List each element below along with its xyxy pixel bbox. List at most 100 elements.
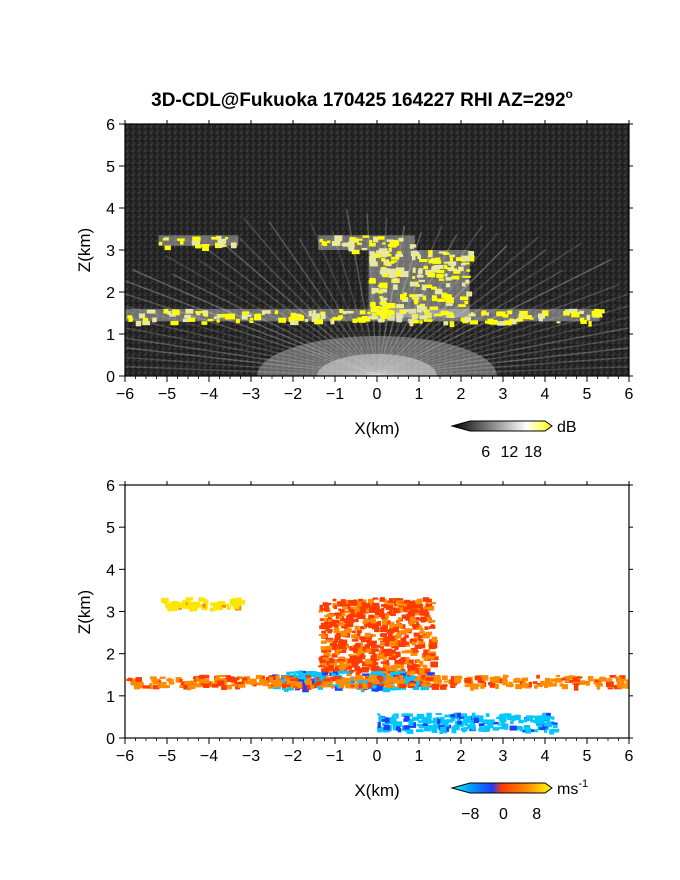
echo-pixel <box>468 313 476 317</box>
echo-pixel <box>385 262 392 267</box>
echo-pixel <box>569 308 578 314</box>
echo-pixel <box>350 237 355 240</box>
velocity-pixel <box>458 716 465 719</box>
velocity-pixel <box>348 669 355 673</box>
velocity-pixel <box>365 621 373 627</box>
velocity-pixel <box>294 671 301 674</box>
velocity-pixel <box>390 613 396 617</box>
velocity-pixel <box>389 640 397 646</box>
velocity-pixel <box>528 681 532 688</box>
velocity-pixel <box>385 677 394 682</box>
velocity-pixel <box>263 682 269 687</box>
velocity-pixel <box>405 677 413 681</box>
velocity-pixel <box>547 718 551 722</box>
velocity-pixel <box>189 606 196 611</box>
velocity-pixel <box>300 674 304 680</box>
echo-pixel <box>370 252 376 258</box>
velocity-pixel <box>371 681 379 688</box>
echo-pixel <box>361 248 368 251</box>
echo-pixel <box>414 300 418 305</box>
reflectivity-background <box>125 124 629 376</box>
echo-pixel <box>431 295 438 302</box>
echo-pixel <box>384 259 390 264</box>
echo-pixel <box>377 236 385 240</box>
velocity-pixel <box>357 616 365 619</box>
velocity-pixel <box>166 685 170 689</box>
velocity-pixel <box>333 603 338 607</box>
velocity-pixel <box>331 684 335 689</box>
colorbar-unit-2: ms-1 <box>557 778 588 798</box>
velocity-pixel <box>275 674 280 681</box>
velocity-pixel <box>415 668 423 672</box>
echo-pixel <box>216 235 222 240</box>
velocity-pixel <box>473 685 479 690</box>
echo-pixel <box>393 278 399 283</box>
velocity-pixel <box>440 726 447 732</box>
velocity-pixel <box>419 631 426 634</box>
velocity-pixel <box>564 680 570 683</box>
velocity-pixel <box>413 664 418 668</box>
velocity-pixel <box>492 727 499 731</box>
velocity-pixel <box>394 598 400 602</box>
y-tick-label: 2 <box>106 285 115 302</box>
velocity-pixel <box>384 642 389 647</box>
velocity-pixel <box>302 687 309 693</box>
velocity-pixel <box>135 677 142 682</box>
velocity-pixel <box>431 684 440 690</box>
velocity-pixel <box>450 676 455 680</box>
echo-pixel <box>485 320 491 324</box>
y-tick-label: 4 <box>106 562 115 579</box>
velocity-pixel <box>326 625 333 628</box>
velocity-pixel <box>365 659 373 665</box>
echo-pixel <box>422 306 428 312</box>
y-tick-label: 6 <box>106 117 115 134</box>
velocity-pixel <box>523 718 527 723</box>
velocity-pixel <box>382 722 390 726</box>
echo-pixel <box>172 309 180 316</box>
echo-pixel <box>158 241 163 246</box>
velocity-pixel <box>482 675 489 681</box>
velocity-pixel <box>507 713 512 717</box>
velocity-pixel <box>383 679 388 682</box>
echo-pixel <box>412 276 416 279</box>
velocity-pixel <box>422 664 428 668</box>
echo-pixel <box>556 321 561 324</box>
echo-pixel <box>410 319 419 324</box>
velocity-pixel <box>450 714 456 718</box>
velocity-pixel <box>195 677 199 682</box>
x-tick-label: 6 <box>625 386 634 403</box>
velocity-pixel <box>433 678 439 683</box>
velocity-pixel <box>359 626 365 630</box>
velocity-pixel <box>262 679 266 683</box>
echo-pixel <box>592 315 601 318</box>
velocity-pixel <box>253 682 257 687</box>
velocity-pixel <box>426 712 432 718</box>
echo-pixel <box>423 309 430 314</box>
velocity-pixel <box>422 597 430 602</box>
velocity-pixel <box>380 641 386 645</box>
velocity-pixel <box>238 600 246 605</box>
velocity-pixel <box>410 670 416 675</box>
velocity-pixel <box>464 678 472 684</box>
velocity-pixel <box>419 660 424 667</box>
velocity-pixel <box>334 634 341 640</box>
velocity-pixel <box>360 656 365 660</box>
velocity-pixel <box>461 713 468 719</box>
velocity-pixel <box>358 598 363 602</box>
velocity-pixel <box>378 638 384 641</box>
velocity-pixel <box>192 683 201 688</box>
x-tick-label: 5 <box>583 386 592 403</box>
velocity-pixel <box>501 677 507 684</box>
velocity-pixel <box>446 719 452 723</box>
velocity-pixel <box>348 606 355 611</box>
echo-pixel <box>379 302 388 305</box>
velocity-pixel <box>478 728 482 732</box>
velocity-pixel <box>210 607 216 612</box>
velocity-pixel <box>396 632 402 639</box>
velocity-pixel <box>326 639 333 643</box>
velocity-pixel <box>411 623 419 627</box>
velocity-pixel <box>424 726 432 732</box>
beam-ray <box>125 280 378 376</box>
velocity-pixel <box>394 634 399 639</box>
velocity-pixel <box>417 641 426 645</box>
